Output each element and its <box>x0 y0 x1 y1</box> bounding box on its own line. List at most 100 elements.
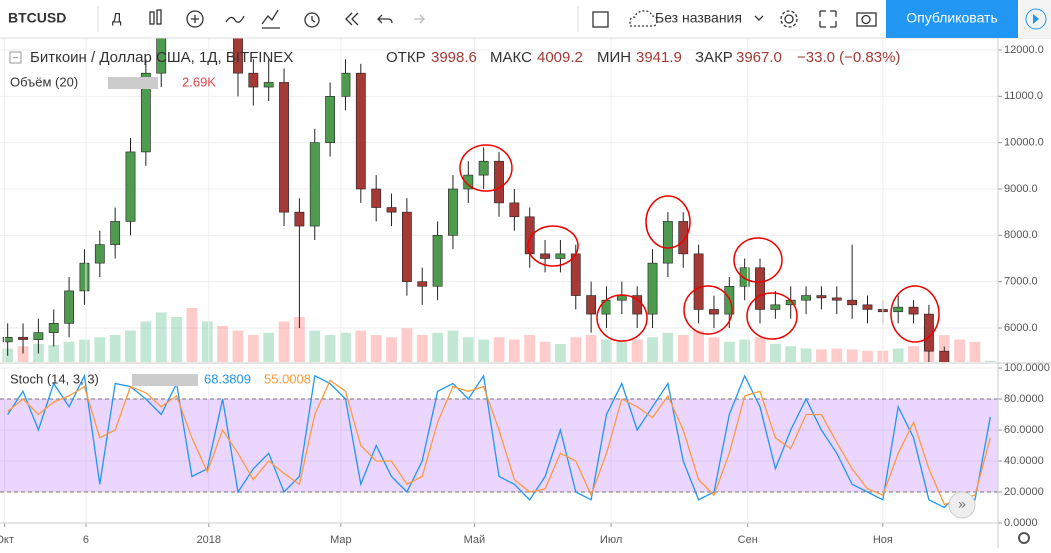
ohlc-value: 3967.0 <box>736 49 782 66</box>
stoch-k-value: 68.3809 <box>204 371 251 386</box>
candle-body <box>478 160 489 176</box>
x-tick-label: Май <box>464 534 486 546</box>
ohlc-label: ОТКР <box>386 49 426 66</box>
publish-button[interactable] <box>886 0 1018 38</box>
candle-body <box>79 262 90 292</box>
candle-body <box>2 336 13 343</box>
stoch-line <box>7 379 991 506</box>
volume-bar <box>493 337 505 362</box>
volume-bar <box>585 335 597 362</box>
volume-bar <box>447 330 459 362</box>
volume-bar <box>370 335 382 362</box>
volume-bar <box>954 339 965 362</box>
candle-body <box>801 295 811 301</box>
volume-bar <box>662 332 674 362</box>
y-tick-label: 80.0000 <box>1004 393 1044 405</box>
candle-body <box>463 174 474 190</box>
candle-body <box>355 72 366 190</box>
volume-bar <box>693 330 704 362</box>
y-tick-label: 60.0000 <box>1004 424 1044 436</box>
candle-body <box>847 299 858 306</box>
symbol[interactable]: BTCUSD <box>8 10 66 26</box>
volume-bar <box>324 335 336 362</box>
candle-body <box>94 244 105 264</box>
volume-value: 2.69K <box>182 74 216 89</box>
volume-bar <box>831 348 843 362</box>
stoch-pane <box>0 367 998 522</box>
volume-bar <box>217 326 229 362</box>
candle-body <box>340 72 351 97</box>
volume-bar <box>816 349 827 362</box>
candle-body <box>448 188 458 236</box>
axes: 6000.0 7000.0 8000.0 9000.0 10000.0 11000.0 12… <box>0 44 1050 546</box>
scroll-button[interactable] <box>948 491 976 519</box>
volume-bar <box>109 335 121 362</box>
ohlc-value: 3998.6 <box>431 49 477 66</box>
candle-body <box>616 295 627 301</box>
y-tick-label: 12000.0 <box>1004 44 1044 56</box>
x-tick-label: Ноя <box>873 534 893 546</box>
layout-name[interactable]: Без названия <box>655 10 742 26</box>
ohlc-value: 4009.2 <box>537 49 583 66</box>
x-tick-label: Мар <box>330 534 352 546</box>
ohlc-label: МАКС <box>490 49 532 66</box>
volume-bar <box>601 339 612 362</box>
volume-bar <box>846 349 858 362</box>
candle-body <box>709 309 719 315</box>
candle-body <box>263 82 274 88</box>
volume-bar <box>462 337 474 362</box>
volume-bar <box>340 332 351 362</box>
y-tick-label: 40.0000 <box>1004 455 1044 467</box>
interval[interactable]: Д <box>112 10 122 26</box>
candle-body <box>156 38 167 74</box>
y-tick-label: 9000.0 <box>1004 183 1038 195</box>
candle-body <box>18 336 28 340</box>
volume-bar <box>754 337 766 362</box>
volume-bar <box>125 330 136 362</box>
volume-bar <box>201 321 213 362</box>
candle-body <box>555 253 566 259</box>
instrument: Биткоин / Доллар США, 1Д, BITFINEX <box>30 49 293 66</box>
x-tick-label: 2018 <box>197 534 221 546</box>
candle-body <box>755 267 765 310</box>
scroll-icon[interactable]: » <box>958 496 966 512</box>
volume-bar <box>155 312 167 362</box>
volume-bar <box>140 321 152 362</box>
candle-body <box>494 160 504 204</box>
x-tick-label: 6 <box>83 534 89 546</box>
candle-body <box>64 290 74 324</box>
volume-bar <box>263 332 275 362</box>
candle-body <box>524 216 535 255</box>
toolbar-icons[interactable] <box>149 9 877 29</box>
volume-bar <box>79 339 90 362</box>
candle-body <box>325 96 336 143</box>
volume-bar <box>48 344 60 362</box>
y-tick-label: 8000.0 <box>1004 229 1038 241</box>
volume-bar <box>401 328 413 362</box>
y-tick-label: 11000.0 <box>1004 90 1043 102</box>
candle-body <box>893 306 904 313</box>
candle-body <box>248 72 259 88</box>
candle-body <box>816 295 827 299</box>
candle-body <box>279 82 289 213</box>
volume-bar <box>355 330 367 362</box>
x-tick-label: Сен <box>738 534 758 546</box>
x-tick-label: Июл <box>600 534 622 546</box>
volume-bar <box>862 350 873 362</box>
candle-body <box>586 295 597 315</box>
candle-body <box>770 304 781 310</box>
y-tick-label: 20.0000 <box>1004 486 1044 498</box>
candle-body <box>140 72 151 153</box>
volume-bar <box>708 337 720 362</box>
stoch-d-value: 55.0008 <box>264 371 311 386</box>
volume-bar <box>171 317 182 362</box>
volume-bar <box>908 346 919 362</box>
volume-bar <box>278 321 290 362</box>
candle-body <box>386 207 397 213</box>
volume-bar <box>984 360 996 362</box>
y-tick-label: 7000.0 <box>1004 276 1038 288</box>
publish-label[interactable]: Опубликовать <box>906 10 998 26</box>
volume-bar <box>769 344 781 362</box>
y-tick-label: 0.0000 <box>1004 517 1038 529</box>
settings-icon[interactable] <box>1018 532 1030 544</box>
